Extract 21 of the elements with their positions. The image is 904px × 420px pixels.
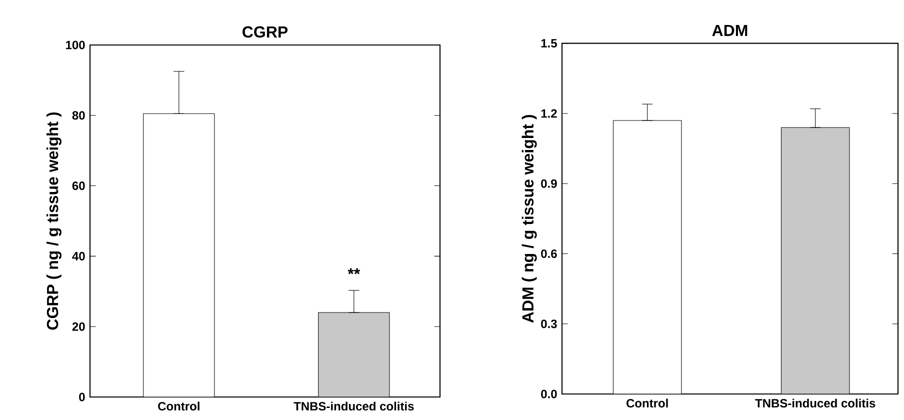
x-tick-label: Control (626, 398, 668, 408)
annotation: ** (348, 268, 360, 274)
y-tick-label: 1.5 (541, 39, 557, 48)
y-tick-label: 60 (72, 182, 85, 190)
chart-title: ADM (712, 24, 748, 36)
x-tick-label: TNBS-induced colitis (755, 398, 876, 408)
y-tick-label: 100 (66, 40, 85, 50)
chart-title: CGRP (242, 26, 288, 38)
y-tick-label: 40 (72, 252, 85, 260)
y-tick-label: 0.9 (541, 179, 557, 188)
x-tick-label: TNBS-induced colitis (294, 402, 414, 411)
x-tick-label: Control (158, 402, 200, 411)
y-tick-label: 0.6 (541, 249, 557, 258)
y-tick-label: 20 (72, 322, 85, 331)
y-tick-label: 80 (72, 111, 85, 120)
y-tick-label: 1.2 (541, 109, 557, 118)
y-tick-label: 0.3 (541, 320, 557, 328)
y-tick-label: 0.0 (541, 390, 557, 398)
y-axis-title: CGRP ( ng / g tissue weight ) (46, 112, 62, 330)
y-axis-title: ADM ( ng / g tissue weight ) (522, 115, 537, 323)
y-tick-label: 0 (79, 392, 85, 402)
